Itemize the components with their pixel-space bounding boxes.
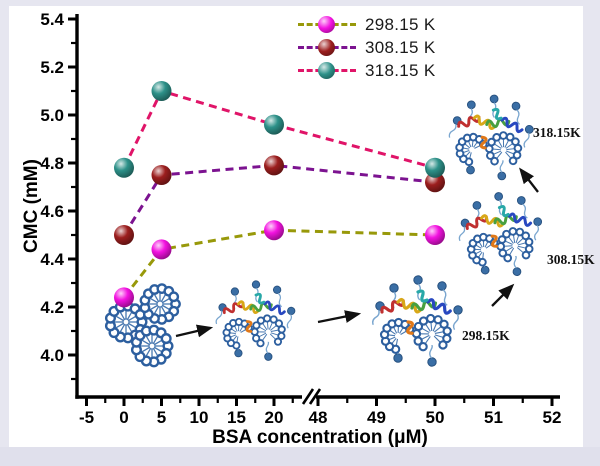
surfactant-icon <box>533 217 543 241</box>
legend-item-308: 308.15 K <box>298 36 435 59</box>
axis-break-icon <box>308 388 322 405</box>
mechanism-illustrations <box>104 94 543 368</box>
data-point <box>151 81 172 101</box>
bottom-margin-band <box>0 447 600 466</box>
transition-arrow-icon <box>175 324 214 338</box>
x-tick-label: 15 <box>227 408 246 427</box>
series-marker-icon <box>298 15 356 34</box>
surfactant-icon <box>511 101 521 125</box>
surfactant-icon <box>452 305 463 331</box>
x-tick-label: 20 <box>265 408 284 427</box>
transition-arrow-icon <box>317 310 362 324</box>
surfactant-icon <box>437 281 448 306</box>
x-tick-label: 48 <box>309 408 328 427</box>
y-tick-label: 4.0 <box>40 346 64 365</box>
surfactant-icon <box>448 116 462 138</box>
x-axis-title: BSA concentration (μM) <box>212 427 428 448</box>
data-point <box>114 225 134 245</box>
data-point <box>264 114 284 135</box>
series-298.15K <box>114 220 445 308</box>
series-318.15K <box>114 81 445 178</box>
legend-item-298: 298.15 K <box>298 13 435 36</box>
annotation-298K: 298.15K <box>462 328 510 343</box>
axes-and-series: 4.0 4.2 4.4 4.6 4.8 5.0 5.2 5.4 -5 0 5 10 15 20 48 49 50… <box>40 10 561 427</box>
legend-label: 318.15 K <box>365 60 436 80</box>
annotation-308K: 308.15K <box>547 252 595 267</box>
data-point <box>264 220 284 241</box>
y-tick-label: 4.6 <box>40 202 64 221</box>
x-tick-label: 49 <box>367 408 386 427</box>
surfactant-icon <box>413 275 423 301</box>
surfactant-icon <box>272 285 283 308</box>
y-tick-label: 5.2 <box>40 58 64 77</box>
data-point <box>114 287 134 308</box>
x-tick-label: 10 <box>190 408 209 427</box>
legend-label: 298.15 K <box>365 14 436 34</box>
y-axis-title: CMC (mM) <box>21 159 42 253</box>
data-point <box>151 239 172 260</box>
data-point <box>425 172 445 193</box>
series-308.15K <box>114 155 445 245</box>
surfactant-icon <box>516 196 528 219</box>
surfactant-icon <box>372 301 385 326</box>
x-tick-label: 50 <box>426 408 445 427</box>
y-tick-label: 4.4 <box>40 250 64 269</box>
axes: 4.0 4.2 4.4 4.6 4.8 5.0 5.2 5.4 -5 0 5 10 15 20 48 49 50… <box>40 10 561 427</box>
x-tick-label: 52 <box>543 408 562 427</box>
axis-break-icon <box>301 388 315 405</box>
bsa-micelle-complex-298K-icon <box>372 275 463 367</box>
micelle-cluster-icon <box>104 283 181 368</box>
bsa-micelle-complex-318K-icon <box>448 94 534 181</box>
legend-item-318: 318.15 K <box>298 59 435 82</box>
bsa-micelle-complex-308K-icon <box>458 192 543 277</box>
surfactant-icon <box>286 306 296 329</box>
data-point <box>264 155 284 176</box>
data-point <box>425 225 445 245</box>
data-point <box>114 157 134 178</box>
transition-arrow-icon <box>491 283 515 307</box>
y-tick-label: 5.4 <box>40 10 64 29</box>
surfactant-icon <box>523 125 534 148</box>
x-tick-label: -5 <box>79 408 94 427</box>
micelle-icon <box>130 324 174 368</box>
legend: 298.15 K 308.15 K 318.15 K <box>298 13 435 82</box>
surfactant-icon <box>264 338 273 361</box>
surfactant-icon <box>215 303 227 325</box>
y-tick-label: 4.2 <box>40 298 64 317</box>
transition-arrow-icon <box>519 167 539 193</box>
annotation-318K: 318.15K <box>533 125 581 140</box>
data-point <box>425 157 445 178</box>
series-marker-icon <box>298 38 356 57</box>
x-tick-label: 5 <box>157 408 166 427</box>
series-marker-icon <box>298 61 356 80</box>
plot-area <box>9 6 583 447</box>
y-tick-label: 4.8 <box>40 154 64 173</box>
data-point <box>151 165 172 185</box>
y-tick-label: 5.0 <box>40 106 64 125</box>
bsa-micelle-complex-icon <box>215 280 296 361</box>
legend-label: 308.15 K <box>365 37 436 57</box>
surfactant-icon <box>512 252 522 277</box>
surfactant-icon <box>458 218 470 242</box>
x-tick-label: 0 <box>119 408 128 427</box>
x-tick-label: 51 <box>484 408 503 427</box>
surfactant-icon <box>427 341 437 367</box>
micelle-icon <box>139 283 181 325</box>
